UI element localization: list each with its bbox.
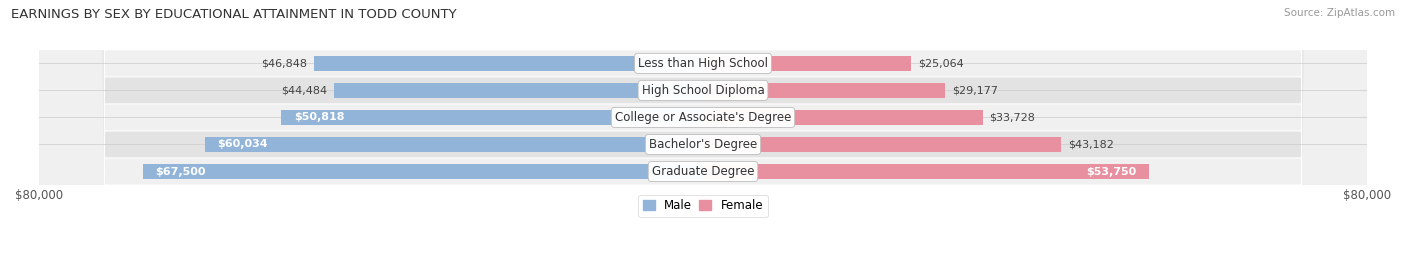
Text: $29,177: $29,177 — [952, 85, 998, 95]
Text: $25,064: $25,064 — [918, 58, 963, 68]
Text: EARNINGS BY SEX BY EDUCATIONAL ATTAINMENT IN TODD COUNTY: EARNINGS BY SEX BY EDUCATIONAL ATTAINMEN… — [11, 8, 457, 21]
Text: $33,728: $33,728 — [990, 113, 1035, 122]
FancyBboxPatch shape — [39, 0, 1367, 268]
Text: High School Diploma: High School Diploma — [641, 84, 765, 97]
FancyBboxPatch shape — [39, 0, 1367, 268]
FancyBboxPatch shape — [39, 0, 1367, 268]
Bar — [703, 83, 945, 98]
Bar — [703, 55, 911, 71]
Bar — [314, 55, 703, 71]
Text: Bachelor's Degree: Bachelor's Degree — [650, 138, 756, 151]
Bar — [143, 164, 703, 179]
Text: $50,818: $50,818 — [294, 113, 344, 122]
Bar — [205, 137, 703, 152]
FancyBboxPatch shape — [39, 0, 1367, 268]
Text: $60,034: $60,034 — [217, 139, 267, 150]
Text: Less than High School: Less than High School — [638, 57, 768, 70]
Text: $67,500: $67,500 — [155, 166, 205, 177]
Text: $43,182: $43,182 — [1069, 139, 1114, 150]
Bar — [703, 164, 1149, 179]
Text: Source: ZipAtlas.com: Source: ZipAtlas.com — [1284, 8, 1395, 18]
Text: College or Associate's Degree: College or Associate's Degree — [614, 111, 792, 124]
Legend: Male, Female: Male, Female — [638, 195, 768, 217]
Bar — [333, 83, 703, 98]
Text: Graduate Degree: Graduate Degree — [652, 165, 754, 178]
FancyBboxPatch shape — [39, 0, 1367, 268]
Text: $46,848: $46,848 — [262, 58, 308, 68]
Text: $44,484: $44,484 — [281, 85, 328, 95]
Bar — [703, 110, 983, 125]
Bar — [281, 110, 703, 125]
Bar — [703, 137, 1062, 152]
Text: $53,750: $53,750 — [1087, 166, 1136, 177]
